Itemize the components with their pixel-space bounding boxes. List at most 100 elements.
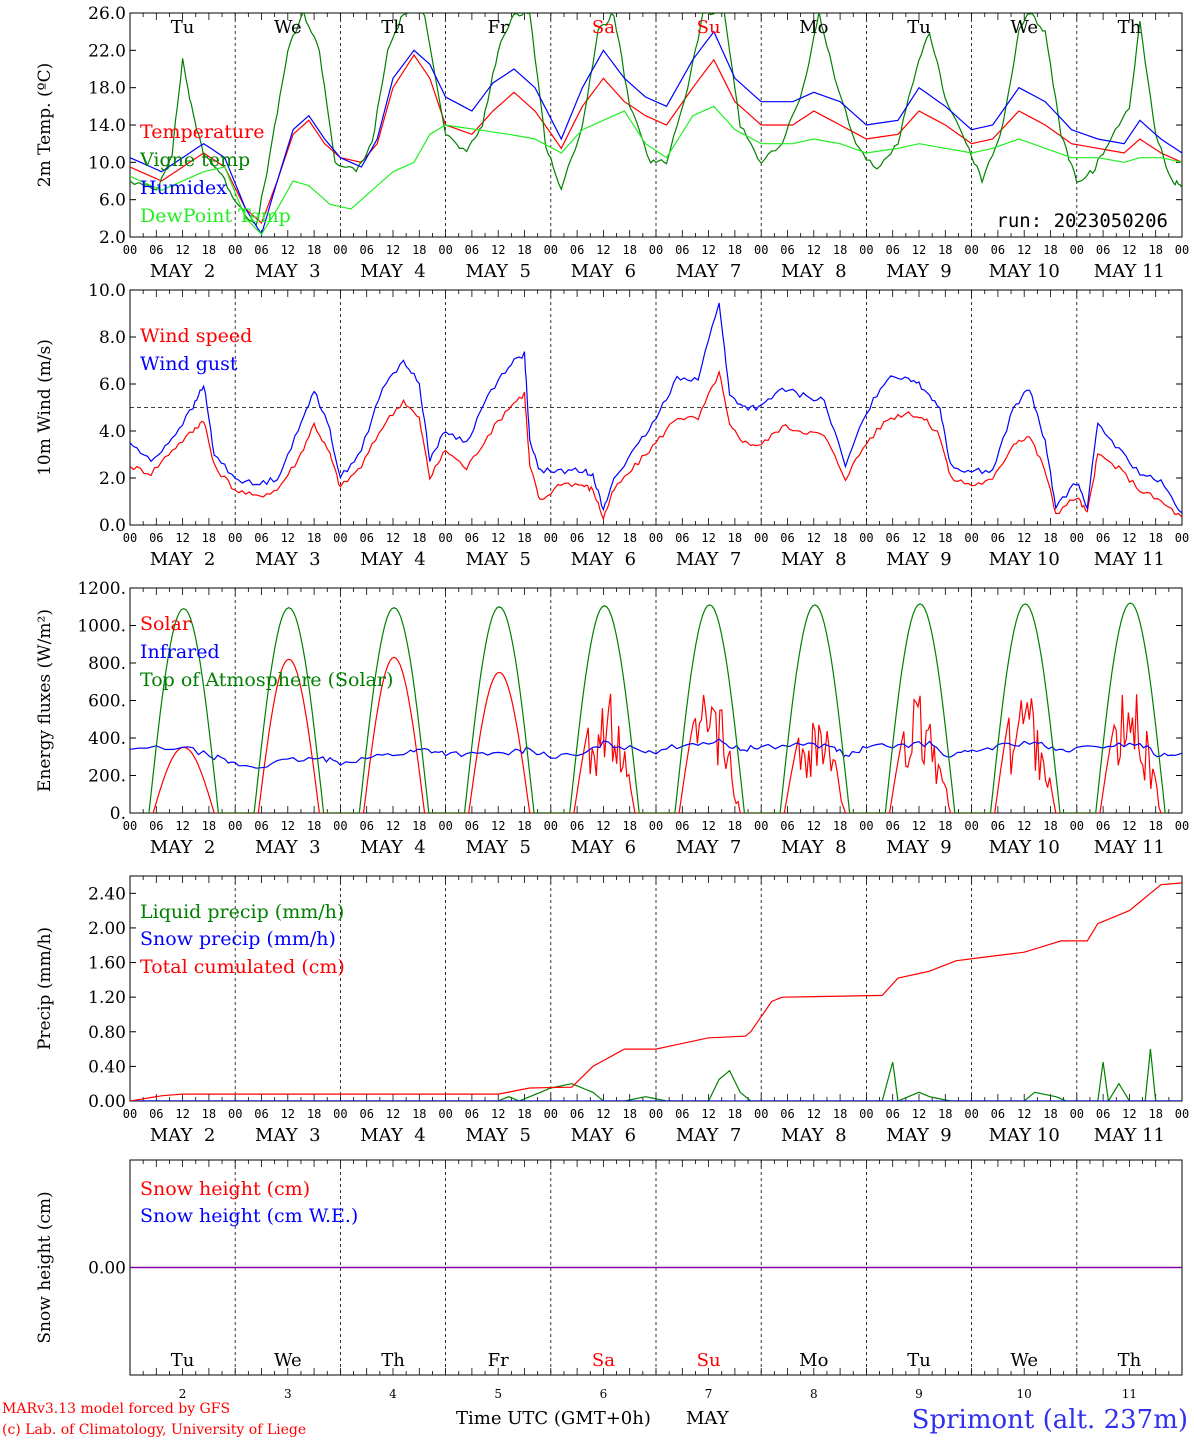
hour-label: 06 (570, 1107, 584, 1121)
y-tick-label: 0.0 (99, 516, 126, 536)
y-tick-label: 2.40 (88, 884, 126, 904)
hour-label: 06 (465, 819, 479, 833)
date-label: MAY 6 (571, 549, 636, 570)
hour-label: 00 (438, 531, 452, 545)
y-tick-label: 2.0 (99, 228, 126, 248)
y-tick-label: 1.20 (88, 988, 126, 1008)
hour-label: 06 (359, 243, 373, 257)
hour-label: 00 (123, 243, 137, 257)
hour-label: 06 (780, 819, 794, 833)
date-label: MAY 8 (781, 1125, 846, 1146)
day-letter-top: Fr (488, 17, 509, 38)
legend-temperature-3: DewPoint Temp (140, 205, 291, 227)
hour-label: 06 (570, 819, 584, 833)
hour-label: 00 (754, 819, 768, 833)
credit-line-2: (c) Lab. of Climatology, University of L… (2, 1422, 306, 1438)
legend-precip-2: Total cumulated (cm) (140, 956, 345, 978)
hour-label: 06 (991, 531, 1005, 545)
day-letter-bottom: Th (1118, 1350, 1142, 1371)
hour-label: 12 (1122, 243, 1136, 257)
date-label: MAY 4 (360, 837, 425, 858)
hour-label: 00 (1175, 531, 1189, 545)
y-tick-label: 10.0 (88, 153, 126, 173)
hour-label: 12 (912, 531, 926, 545)
hour-label: 06 (780, 243, 794, 257)
hour-label: 18 (202, 531, 216, 545)
date-label: MAY 7 (676, 261, 741, 282)
day-letter-bottom: Tu (907, 1350, 931, 1371)
date-label: MAY 8 (781, 261, 846, 282)
series-temperature-0 (130, 53, 1182, 225)
hour-label: 06 (149, 531, 163, 545)
date-label: MAY 11 (1094, 1125, 1165, 1146)
hour-label: 00 (1070, 819, 1084, 833)
hour-label: 06 (359, 1107, 373, 1121)
hour-label: 06 (885, 243, 899, 257)
date-label: MAY 2 (150, 261, 215, 282)
hour-label: 06 (465, 243, 479, 257)
hour-label: 06 (1096, 819, 1110, 833)
hour-label: 12 (701, 531, 715, 545)
day-number: 10 (1017, 1387, 1032, 1401)
hour-label: 06 (149, 819, 163, 833)
day-number: 7 (705, 1387, 713, 1401)
legend-temperature-0: Temperature (140, 121, 264, 143)
y-tick-label: 0.00 (88, 1259, 126, 1279)
hour-label: 00 (859, 1107, 873, 1121)
hour-label: 00 (649, 243, 663, 257)
hour-label: 00 (754, 243, 768, 257)
hour-label: 06 (465, 531, 479, 545)
y-axis-label: Precip (mm/h) (35, 927, 55, 1050)
date-label: MAY 7 (676, 1125, 741, 1146)
hour-label: 12 (386, 243, 400, 257)
date-label: MAY 7 (676, 549, 741, 570)
hour-label: 18 (622, 531, 636, 545)
hour-label: 18 (1148, 1107, 1162, 1121)
hour-label: 06 (254, 819, 268, 833)
hour-label: 00 (964, 531, 978, 545)
y-tick-label: 10.0 (88, 281, 126, 301)
day-number: 3 (284, 1387, 292, 1401)
hour-label: 06 (1096, 531, 1110, 545)
hour-label: 18 (728, 1107, 742, 1121)
hour-label: 00 (1070, 1107, 1084, 1121)
y-tick-label: 0.00 (88, 1092, 126, 1112)
legend-precip-0: Liquid precip (mm/h) (140, 901, 344, 923)
hour-label: 12 (491, 243, 505, 257)
day-letter-bottom: Th (381, 1350, 405, 1371)
day-letter-bottom: Fr (488, 1350, 509, 1371)
hour-label: 12 (1122, 531, 1136, 545)
hour-label: 18 (202, 1107, 216, 1121)
y-tick-label: 0.80 (88, 1023, 126, 1043)
date-label: MAY 7 (676, 837, 741, 858)
y-tick-label: 0.40 (88, 1057, 126, 1077)
hour-label: 12 (701, 243, 715, 257)
station-name: Sprimont (alt. 237m) (912, 1405, 1188, 1435)
series-layer (130, 13, 1182, 1269)
hour-label: 12 (701, 1107, 715, 1121)
hour-label: 00 (754, 1107, 768, 1121)
date-label: MAY 4 (360, 549, 425, 570)
hour-label: 12 (175, 243, 189, 257)
y-tick-label: 0. (110, 804, 126, 824)
date-label: MAY 6 (571, 1125, 636, 1146)
hour-label: 18 (307, 531, 321, 545)
hour-label: 18 (307, 243, 321, 257)
hour-label: 12 (912, 243, 926, 257)
hour-label: 12 (701, 819, 715, 833)
hour-label: 18 (517, 243, 531, 257)
hour-label: 06 (675, 819, 689, 833)
hour-label: 18 (833, 243, 847, 257)
hour-label: 00 (438, 1107, 452, 1121)
hour-label: 18 (938, 819, 952, 833)
hour-label: 12 (912, 1107, 926, 1121)
hour-label: 12 (807, 243, 821, 257)
hour-label: 06 (991, 1107, 1005, 1121)
hour-label: 18 (517, 1107, 531, 1121)
hour-label: 12 (175, 1107, 189, 1121)
hour-label: 18 (622, 819, 636, 833)
date-label: MAY 5 (465, 261, 530, 282)
hour-label: 00 (649, 1107, 663, 1121)
hour-label: 12 (807, 819, 821, 833)
